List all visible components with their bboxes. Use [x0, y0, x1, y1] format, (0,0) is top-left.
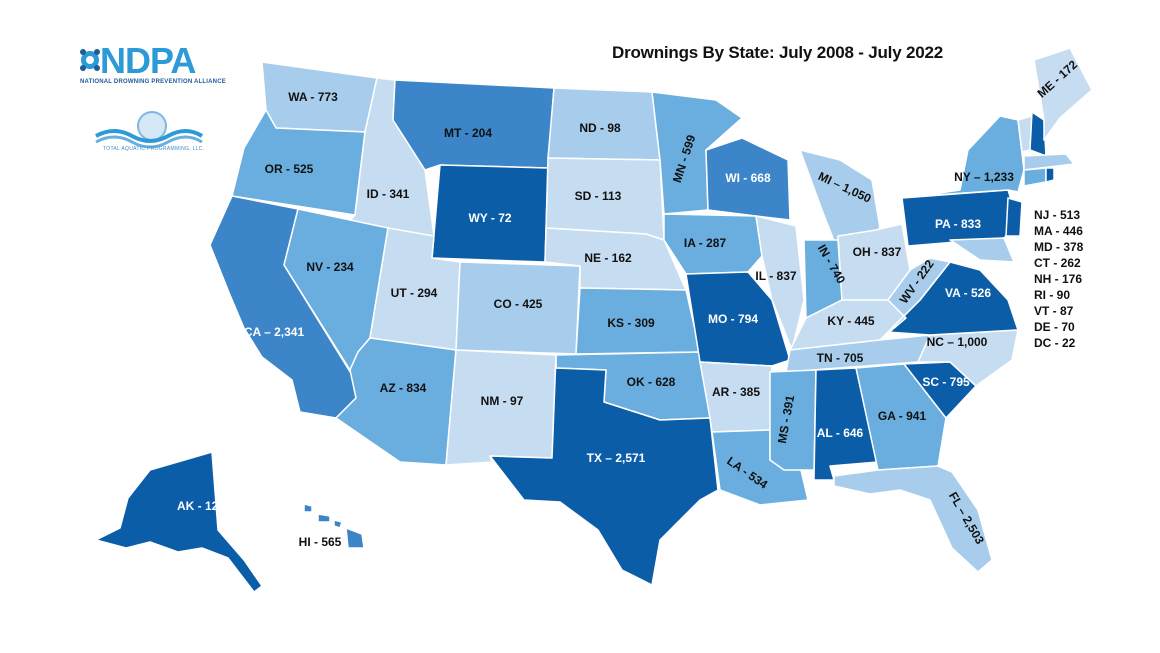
- state-RI: [1045, 167, 1055, 183]
- state-label-ga: GA - 941: [878, 409, 927, 423]
- ndpa-logo-icon: [80, 49, 100, 71]
- state-label-mt: MT - 204: [444, 126, 492, 140]
- state-NJ: [1005, 197, 1023, 237]
- state-label-tx: TX – 2,571: [587, 451, 646, 465]
- state-label-co: CO - 425: [494, 297, 543, 311]
- state-label-ne: NE - 162: [584, 251, 632, 265]
- tap-logo-icon: [95, 111, 204, 149]
- map-title: Drownings By State: July 2008 - July 202…: [612, 43, 943, 62]
- state-AK: [95, 451, 263, 593]
- small-state-label: RI - 90: [1034, 288, 1071, 302]
- state-WI: [705, 137, 791, 221]
- state-label-ks: KS - 309: [607, 316, 655, 330]
- small-state-list: NJ - 513 MA - 446 MD - 378 CT - 262 NH -…: [1034, 207, 1083, 351]
- small-state-label: DC - 22: [1034, 336, 1076, 350]
- tap-logo-subtitle: TOTAL AQUATIC PROGRAMMING, LLC.: [103, 146, 205, 152]
- state-CT: [1023, 167, 1047, 187]
- ndpa-logo-subtitle: NATIONAL DROWNING PREVENTION ALLIANCE: [80, 79, 226, 85]
- state-label-pa: PA - 833: [935, 217, 981, 231]
- state-GA: [855, 363, 947, 471]
- state-label-or: OR - 525: [265, 162, 314, 176]
- state-HI-island: [303, 503, 343, 529]
- state-MA: [1023, 153, 1075, 171]
- state-HI: [345, 527, 365, 549]
- state-label-nv: NV - 234: [306, 260, 354, 274]
- state-ME: [1033, 47, 1093, 141]
- state-TX: [489, 354, 719, 586]
- state-label-sc: SC - 795: [922, 375, 970, 389]
- state-label-nm: NM - 97: [481, 394, 524, 408]
- state-NY: [919, 115, 1025, 197]
- state-label-wi: WI - 668: [725, 171, 771, 185]
- state-MT: [392, 79, 555, 171]
- state-label-wy: WY - 72: [468, 211, 511, 225]
- state-label-ky: KY - 445: [827, 314, 874, 328]
- small-state-label: VT - 87: [1034, 304, 1074, 318]
- small-state-label: MD - 378: [1034, 240, 1084, 254]
- state-label-ak: AK - 126: [177, 499, 225, 513]
- state-FL: [833, 465, 993, 573]
- state-label-nd: ND - 98: [579, 121, 621, 135]
- state-label-oh: OH - 837: [853, 245, 902, 259]
- state-MS: [769, 369, 817, 471]
- state-label-ut: UT - 294: [391, 286, 438, 300]
- state-label-ia: IA - 287: [684, 236, 727, 250]
- small-state-label: NJ - 513: [1034, 208, 1081, 222]
- state-label-sd: SD - 113: [575, 189, 622, 203]
- state-WV: [879, 257, 951, 341]
- state-label-al: AL - 646: [817, 426, 864, 440]
- state-MD: [949, 237, 1015, 263]
- state-label-il: IL - 837: [755, 269, 796, 283]
- state-label-az: AZ - 834: [380, 381, 427, 395]
- small-state-label: MA - 446: [1034, 224, 1083, 238]
- ndpa-logo-text: NDPA: [100, 40, 196, 81]
- state-label-ca: CA – 2,341: [244, 325, 305, 339]
- state-label-nc: NC – 1,000: [927, 335, 988, 349]
- state-label-ar: AR - 385: [712, 385, 760, 399]
- small-state-label: NH - 176: [1034, 272, 1083, 286]
- state-label-hi: HI - 565: [299, 535, 342, 549]
- small-state-label: CT - 262: [1034, 256, 1081, 270]
- small-state-label: DE - 70: [1034, 320, 1075, 334]
- state-label-mo: MO - 794: [708, 312, 758, 326]
- state-label-wa: WA - 773: [288, 90, 338, 104]
- state-label-tn: TN - 705: [817, 351, 864, 365]
- state-labels: WA - 773 OR - 525 CA – 2,341 ID - 341 NV - 2…: [177, 57, 1080, 549]
- state-label-ny: NY – 1,233: [954, 170, 1014, 184]
- state-label-va: VA - 526: [945, 286, 991, 300]
- state-label-id: ID - 341: [367, 187, 410, 201]
- state-label-ok: OK - 628: [627, 375, 676, 389]
